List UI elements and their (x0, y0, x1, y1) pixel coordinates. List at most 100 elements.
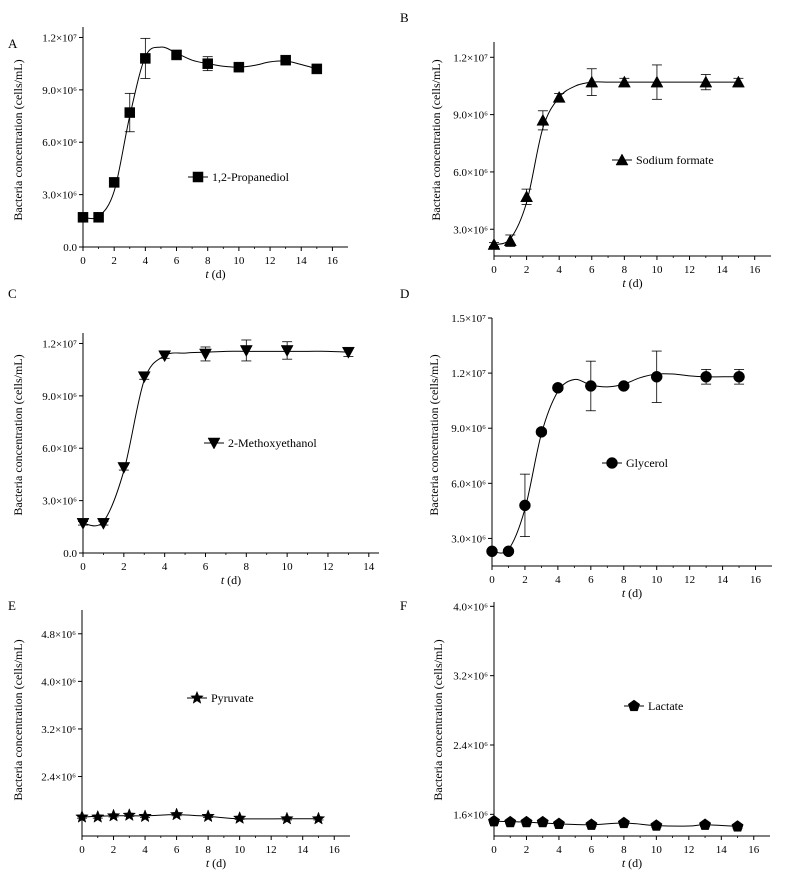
x-axis-unit-a: (d) (209, 267, 226, 281)
x-axis-unit-c: (d) (224, 573, 241, 587)
panel-a: A 0 2 4 6 8 10 12 14 16 0.0 3.0×10⁶ 6.0×10⁶ 9.0×10⁶ 1.… (8, 27, 348, 281)
x-tick-label-b: 0 (491, 264, 497, 276)
data-point-c (280, 345, 294, 357)
data-point-e (90, 809, 105, 823)
x-axis-unit-e: (d) (209, 856, 226, 870)
x-axis-var-f: t (622, 856, 626, 870)
data-point-b (617, 75, 631, 88)
data-point-e (201, 809, 215, 823)
x-tick-label-e: 12 (266, 844, 277, 856)
data-point-f (585, 818, 598, 830)
y-tick-label-b: 9.0×10⁶ (453, 110, 488, 122)
data-point-f (520, 815, 533, 828)
data-point-a (202, 58, 213, 69)
x-tick-label-d: 8 (621, 574, 627, 586)
x-tick-label-d: 12 (684, 574, 695, 586)
data-point-a (124, 107, 136, 118)
x-axis-unit-b: (d) (626, 276, 643, 290)
data-point-a (233, 61, 245, 73)
data-point-d (535, 426, 548, 438)
x-axis-var-c: t (221, 573, 225, 587)
x-tick-label-e: 2 (111, 844, 117, 856)
data-point-e (138, 809, 152, 823)
y-tick-label-a: 0.0 (63, 242, 77, 254)
y-tick-label-c: 9.0×10⁶ (42, 391, 77, 403)
trend-curve-d (491, 373, 740, 554)
x-tick-label-e: 14 (297, 844, 309, 856)
y-tick-label-f: 4.0×10⁶ (453, 601, 488, 613)
panel-b: B 0 2 4 6 8 10 12 14 16 3.0×10⁶ 6.0×10⁶ 9.0×10⁶ 1.2×1… (400, 10, 771, 290)
x-tick-label-e: 4 (142, 844, 148, 856)
x-tick-label-b: 14 (717, 264, 729, 276)
data-point-f (650, 819, 663, 831)
x-tick-label-c: 6 (203, 561, 209, 573)
x-tick-label-b: 6 (589, 264, 595, 276)
data-point-f (487, 814, 501, 827)
x-tick-label-a: 8 (205, 255, 211, 267)
y-axis-title-b: Bacteria concentration (cells/mL) (429, 59, 443, 220)
data-point-f (552, 817, 565, 829)
panel-f: F 0 2 4 6 8 10 12 14 16 1.6×10⁶ 2.4×10⁶ 3.2×10⁶ 4.0×1… (400, 598, 770, 870)
x-axis-var-e: t (206, 856, 210, 870)
y-tick-label-e: 4.0×10⁶ (41, 676, 76, 688)
trend-curve-a (82, 46, 317, 220)
x-tick-label-c: 8 (244, 561, 250, 573)
data-point-b (699, 75, 713, 88)
y-tick-label-f: 1.6×10⁶ (453, 809, 488, 821)
data-point-d (700, 371, 712, 383)
legend-label-f: Lactate (648, 699, 683, 713)
data-point-a (77, 212, 89, 223)
data-point-f (536, 815, 549, 828)
y-tick-label-b: 6.0×10⁶ (453, 167, 488, 179)
y-tick-label-c: 0.0 (63, 548, 77, 560)
y-tick-label-d: 1.5×10⁷ (451, 313, 486, 325)
data-point-b (536, 113, 550, 126)
data-point-c (117, 462, 131, 474)
y-tick-label-d: 1.2×10⁷ (451, 368, 486, 380)
data-point-b (487, 238, 501, 250)
x-tick-label-b: 16 (749, 264, 761, 276)
data-point-f (504, 815, 517, 828)
x-axis-title-f: t (d) (622, 856, 642, 870)
x-tick-label-f: 14 (716, 844, 728, 856)
x-tick-label-e: 10 (234, 844, 246, 856)
y-tick-label-a: 3.0×10⁶ (42, 190, 77, 202)
x-tick-label-b: 4 (556, 264, 562, 276)
x-tick-label-a: 10 (233, 255, 245, 267)
legend-label-e: Pyruvate (211, 691, 254, 705)
panel-e: E 0 2 4 6 8 10 12 14 16 2.4×10⁶ 3.2×10⁶ 4.0×10⁶ 4.8×1… (8, 598, 350, 870)
data-point-b (731, 75, 745, 88)
y-tick-label-b: 1.2×10⁷ (453, 52, 488, 64)
x-tick-label-f: 16 (748, 844, 760, 856)
data-point-d (618, 380, 630, 392)
y-tick-label-c: 3.0×10⁶ (42, 496, 77, 508)
panel-letter-a: A (8, 36, 18, 51)
data-point-b (503, 234, 517, 246)
x-tick-label-a: 12 (265, 255, 276, 267)
panel-letter-e: E (8, 598, 16, 613)
data-point-c (76, 518, 90, 530)
x-tick-label-c: 2 (121, 561, 127, 573)
x-tick-label-a: 0 (80, 255, 86, 267)
legend-marker-b (615, 153, 629, 166)
data-point-e (75, 809, 89, 823)
legend-marker-e (190, 690, 204, 704)
y-tick-label-c: 6.0×10⁶ (42, 443, 77, 455)
x-tick-label-d: 2 (522, 574, 528, 586)
x-axis-title-e: t (d) (206, 856, 226, 870)
x-axis-var-d: t (622, 586, 626, 600)
y-tick-label-f: 3.2×10⁶ (453, 671, 488, 683)
data-point-e (122, 807, 137, 821)
x-tick-label-d: 10 (651, 574, 663, 586)
x-tick-label-c: 14 (363, 561, 375, 573)
y-tick-label-b: 3.0×10⁶ (453, 224, 488, 236)
data-point-e (232, 810, 247, 824)
data-point-e (311, 811, 326, 825)
y-tick-label-f: 2.4×10⁶ (453, 740, 488, 752)
data-point-c (341, 346, 355, 359)
x-axis-title-c: t (d) (221, 573, 241, 587)
x-tick-label-d: 14 (717, 574, 729, 586)
data-point-c (96, 518, 110, 530)
y-tick-label-d: 6.0×10⁶ (451, 478, 486, 490)
